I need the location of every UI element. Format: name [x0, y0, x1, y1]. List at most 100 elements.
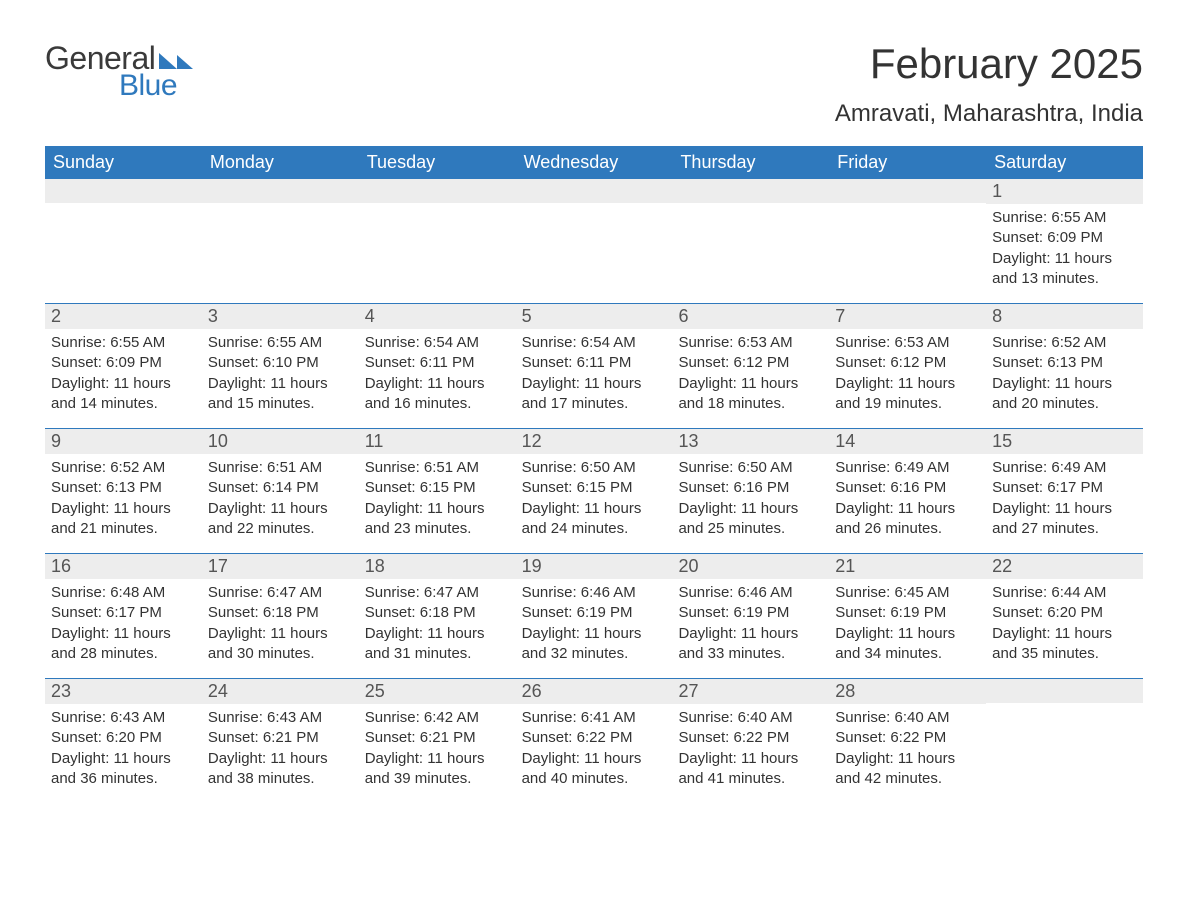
- day-number: 5: [516, 304, 673, 329]
- day-body: [829, 203, 986, 221]
- sunrise-text: Sunrise: 6:54 AM: [522, 333, 667, 353]
- day-cell: 16Sunrise: 6:48 AMSunset: 6:17 PMDayligh…: [45, 554, 202, 678]
- day-number: 12: [516, 429, 673, 454]
- day-cell: 7Sunrise: 6:53 AMSunset: 6:12 PMDaylight…: [829, 304, 986, 428]
- daylight-text: Daylight: 11 hours and 39 minutes.: [365, 749, 510, 790]
- daylight-text: Daylight: 11 hours and 27 minutes.: [992, 499, 1137, 540]
- day-body: Sunrise: 6:46 AMSunset: 6:19 PMDaylight:…: [516, 579, 673, 678]
- day-cell: 26Sunrise: 6:41 AMSunset: 6:22 PMDayligh…: [516, 679, 673, 803]
- day-cell: 21Sunrise: 6:45 AMSunset: 6:19 PMDayligh…: [829, 554, 986, 678]
- sunrise-text: Sunrise: 6:42 AM: [365, 708, 510, 728]
- sunset-text: Sunset: 6:09 PM: [992, 228, 1137, 248]
- day-body: [672, 203, 829, 221]
- sunset-text: Sunset: 6:18 PM: [365, 603, 510, 623]
- sunrise-text: Sunrise: 6:49 AM: [835, 458, 980, 478]
- week-row: 9Sunrise: 6:52 AMSunset: 6:13 PMDaylight…: [45, 428, 1143, 553]
- sunset-text: Sunset: 6:14 PM: [208, 478, 353, 498]
- day-body: Sunrise: 6:54 AMSunset: 6:11 PMDaylight:…: [516, 329, 673, 428]
- day-number: 10: [202, 429, 359, 454]
- day-body: Sunrise: 6:55 AMSunset: 6:09 PMDaylight:…: [986, 204, 1143, 303]
- daylight-text: Daylight: 11 hours and 26 minutes.: [835, 499, 980, 540]
- day-cell: [986, 679, 1143, 803]
- sunrise-text: Sunrise: 6:50 AM: [678, 458, 823, 478]
- sunset-text: Sunset: 6:10 PM: [208, 353, 353, 373]
- weekday-header: Saturday: [986, 146, 1143, 179]
- day-cell: 5Sunrise: 6:54 AMSunset: 6:11 PMDaylight…: [516, 304, 673, 428]
- day-body: Sunrise: 6:48 AMSunset: 6:17 PMDaylight:…: [45, 579, 202, 678]
- day-cell: 20Sunrise: 6:46 AMSunset: 6:19 PMDayligh…: [672, 554, 829, 678]
- daylight-text: Daylight: 11 hours and 20 minutes.: [992, 374, 1137, 415]
- week-row: 16Sunrise: 6:48 AMSunset: 6:17 PMDayligh…: [45, 553, 1143, 678]
- day-number: 26: [516, 679, 673, 704]
- day-cell: 8Sunrise: 6:52 AMSunset: 6:13 PMDaylight…: [986, 304, 1143, 428]
- day-number: 9: [45, 429, 202, 454]
- sunset-text: Sunset: 6:16 PM: [678, 478, 823, 498]
- day-body: Sunrise: 6:43 AMSunset: 6:21 PMDaylight:…: [202, 704, 359, 803]
- daylight-text: Daylight: 11 hours and 25 minutes.: [678, 499, 823, 540]
- day-number: 16: [45, 554, 202, 579]
- daylight-text: Daylight: 11 hours and 17 minutes.: [522, 374, 667, 415]
- sunrise-text: Sunrise: 6:40 AM: [678, 708, 823, 728]
- day-body: [359, 203, 516, 221]
- sunrise-text: Sunrise: 6:55 AM: [51, 333, 196, 353]
- day-number: 8: [986, 304, 1143, 329]
- sunset-text: Sunset: 6:15 PM: [365, 478, 510, 498]
- day-body: Sunrise: 6:54 AMSunset: 6:11 PMDaylight:…: [359, 329, 516, 428]
- day-number: 18: [359, 554, 516, 579]
- title-block: February 2025 Amravati, Maharashtra, Ind…: [835, 40, 1143, 128]
- sunset-text: Sunset: 6:22 PM: [835, 728, 980, 748]
- sunrise-text: Sunrise: 6:50 AM: [522, 458, 667, 478]
- daylight-text: Daylight: 11 hours and 32 minutes.: [522, 624, 667, 665]
- sunset-text: Sunset: 6:19 PM: [835, 603, 980, 623]
- daylight-text: Daylight: 11 hours and 14 minutes.: [51, 374, 196, 415]
- day-number: [986, 679, 1143, 703]
- day-cell: 1Sunrise: 6:55 AMSunset: 6:09 PMDaylight…: [986, 179, 1143, 303]
- day-cell: 19Sunrise: 6:46 AMSunset: 6:19 PMDayligh…: [516, 554, 673, 678]
- weekday-header: Thursday: [672, 146, 829, 179]
- sunset-text: Sunset: 6:22 PM: [522, 728, 667, 748]
- sunrise-text: Sunrise: 6:54 AM: [365, 333, 510, 353]
- day-body: Sunrise: 6:53 AMSunset: 6:12 PMDaylight:…: [672, 329, 829, 428]
- sunset-text: Sunset: 6:13 PM: [51, 478, 196, 498]
- location-subtitle: Amravati, Maharashtra, India: [835, 100, 1143, 128]
- day-body: Sunrise: 6:52 AMSunset: 6:13 PMDaylight:…: [45, 454, 202, 553]
- day-number: 24: [202, 679, 359, 704]
- day-cell: [202, 179, 359, 303]
- day-body: Sunrise: 6:55 AMSunset: 6:09 PMDaylight:…: [45, 329, 202, 428]
- daylight-text: Daylight: 11 hours and 30 minutes.: [208, 624, 353, 665]
- weekday-header: Monday: [202, 146, 359, 179]
- sunset-text: Sunset: 6:20 PM: [51, 728, 196, 748]
- sunrise-text: Sunrise: 6:46 AM: [678, 583, 823, 603]
- day-cell: 6Sunrise: 6:53 AMSunset: 6:12 PMDaylight…: [672, 304, 829, 428]
- daylight-text: Daylight: 11 hours and 24 minutes.: [522, 499, 667, 540]
- sunset-text: Sunset: 6:19 PM: [678, 603, 823, 623]
- sunset-text: Sunset: 6:09 PM: [51, 353, 196, 373]
- sunset-text: Sunset: 6:20 PM: [992, 603, 1137, 623]
- sunrise-text: Sunrise: 6:43 AM: [208, 708, 353, 728]
- daylight-text: Daylight: 11 hours and 41 minutes.: [678, 749, 823, 790]
- daylight-text: Daylight: 11 hours and 18 minutes.: [678, 374, 823, 415]
- sunset-text: Sunset: 6:13 PM: [992, 353, 1137, 373]
- daylight-text: Daylight: 11 hours and 13 minutes.: [992, 249, 1137, 290]
- day-number: 21: [829, 554, 986, 579]
- brand-word2: Blue: [119, 69, 177, 103]
- daylight-text: Daylight: 11 hours and 16 minutes.: [365, 374, 510, 415]
- sunset-text: Sunset: 6:17 PM: [51, 603, 196, 623]
- sunrise-text: Sunrise: 6:46 AM: [522, 583, 667, 603]
- weekday-header: Sunday: [45, 146, 202, 179]
- weekday-header: Wednesday: [516, 146, 673, 179]
- daylight-text: Daylight: 11 hours and 38 minutes.: [208, 749, 353, 790]
- day-cell: 27Sunrise: 6:40 AMSunset: 6:22 PMDayligh…: [672, 679, 829, 803]
- daylight-text: Daylight: 11 hours and 15 minutes.: [208, 374, 353, 415]
- day-body: Sunrise: 6:42 AMSunset: 6:21 PMDaylight:…: [359, 704, 516, 803]
- sunrise-text: Sunrise: 6:55 AM: [992, 208, 1137, 228]
- calendar: SundayMondayTuesdayWednesdayThursdayFrid…: [45, 146, 1143, 803]
- day-cell: 18Sunrise: 6:47 AMSunset: 6:18 PMDayligh…: [359, 554, 516, 678]
- day-cell: 28Sunrise: 6:40 AMSunset: 6:22 PMDayligh…: [829, 679, 986, 803]
- sunrise-text: Sunrise: 6:51 AM: [208, 458, 353, 478]
- day-body: Sunrise: 6:41 AMSunset: 6:22 PMDaylight:…: [516, 704, 673, 803]
- day-body: Sunrise: 6:40 AMSunset: 6:22 PMDaylight:…: [672, 704, 829, 803]
- daylight-text: Daylight: 11 hours and 36 minutes.: [51, 749, 196, 790]
- day-number: 4: [359, 304, 516, 329]
- day-body: Sunrise: 6:40 AMSunset: 6:22 PMDaylight:…: [829, 704, 986, 803]
